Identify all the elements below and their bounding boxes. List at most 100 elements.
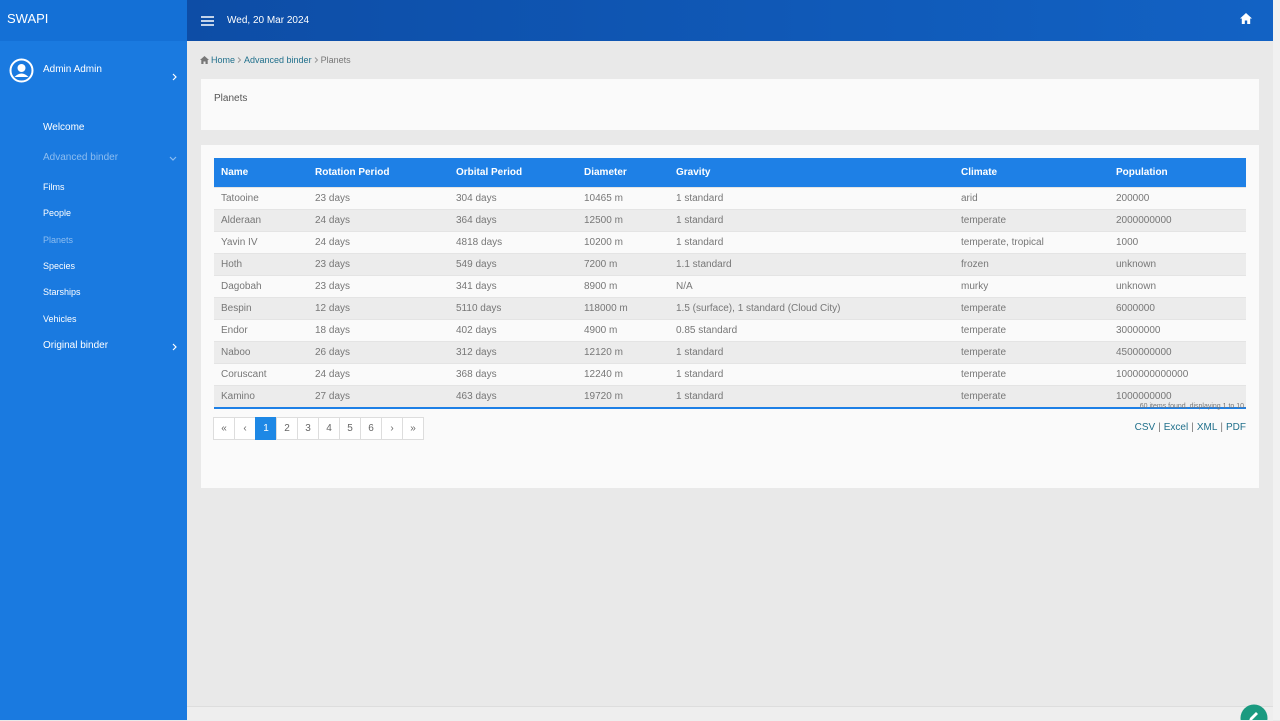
column-header[interactable]: Climate (954, 158, 1109, 188)
table-cell: 1000 (1109, 231, 1246, 254)
table-cell: 341 days (449, 275, 577, 298)
submenu-item[interactable]: Starships (43, 287, 81, 297)
table-cell: 30000000 (1109, 319, 1246, 342)
table-cell: 24 days (308, 231, 449, 254)
table-cell: 6000000 (1109, 297, 1246, 320)
table-cell: 1 standard (669, 209, 954, 232)
table-cell: 4900 m (577, 319, 669, 342)
table-row: Bespin 12 days 5110 days 118000 m 1.5 (surfa… (214, 297, 1246, 320)
breadcrumb-current: Planets (320, 55, 351, 65)
table-cell: 7200 m (577, 253, 669, 276)
export-separator: | (1191, 422, 1194, 433)
export-link[interactable]: CSV (1134, 422, 1156, 433)
column-header[interactable]: Gravity (669, 158, 954, 188)
table-row: Hoth 23 days 549 days 7200 m 1.1 standard fro… (214, 253, 1246, 276)
table-cell: 18 days (308, 319, 449, 342)
table-cell: 4818 days (449, 231, 577, 254)
column-header[interactable]: Rotation Period (308, 158, 449, 188)
table-cell: Coruscant (214, 363, 308, 386)
scrollbar[interactable] (1273, 0, 1280, 720)
table-cell: frozen (954, 253, 1109, 276)
chevron (172, 343, 177, 351)
separator (237, 57, 242, 63)
planets-table: Name Rotation Period Orbital Period Diamete… (214, 158, 1246, 409)
table-cell: Naboo (214, 341, 308, 364)
table-cell: 364 days (449, 209, 577, 232)
page-number[interactable]: 6 (360, 417, 382, 440)
table-cell: 24 days (308, 209, 449, 232)
table-cell: 368 days (449, 363, 577, 386)
table-cell: temperate (954, 363, 1109, 386)
page-number[interactable]: 2 (276, 417, 298, 440)
table-cell: Bespin (214, 297, 308, 320)
table-cell: 19720 m (577, 385, 669, 409)
column-header[interactable]: Population (1109, 158, 1246, 188)
submenu-item[interactable]: People (43, 208, 72, 218)
table-cell: 1 standard (669, 385, 954, 409)
chevron (172, 73, 177, 81)
table-cell: 463 days (449, 385, 577, 409)
column-header[interactable]: Name (214, 158, 308, 188)
table-cell: temperate (954, 209, 1109, 232)
table-cell: 12240 m (577, 363, 669, 386)
table-cell: Alderaan (214, 209, 308, 232)
table-cell: Dagobah (214, 275, 308, 298)
panel-title: Planets (214, 93, 248, 104)
home-button[interactable] (1240, 13, 1252, 24)
brand[interactable]: SWAPI (0, 0, 187, 41)
page-number[interactable]: 4 (318, 417, 340, 440)
chevron (169, 156, 177, 161)
table-cell: 1 standard (669, 341, 954, 364)
page-next[interactable]: › (381, 417, 403, 440)
submenu-item[interactable]: Films (43, 182, 65, 192)
edit-button[interactable] (1240, 704, 1268, 720)
table-cell: 27 days (308, 385, 449, 409)
table-cell: 1000000000 (1109, 385, 1246, 409)
page-number[interactable]: 5 (339, 417, 361, 440)
user-avatar (9, 58, 34, 83)
export-links: CSV | Excel | XML | PDF (1135, 422, 1246, 433)
export-link[interactable]: XML (1196, 422, 1218, 433)
table-cell: 23 days (308, 253, 449, 276)
table-cell: 1.1 standard (669, 253, 954, 276)
table-cell: 549 days (449, 253, 577, 276)
breadcrumb-link[interactable]: Advanced binder (244, 55, 312, 65)
table-cell: temperate (954, 319, 1109, 342)
export-link[interactable]: PDF (1226, 422, 1246, 433)
submenu-item[interactable]: Vehicles (43, 314, 77, 324)
table-cell: 10200 m (577, 231, 669, 254)
breadcrumb-link[interactable]: Home (211, 55, 236, 65)
submenu-item[interactable]: Species (43, 261, 76, 271)
page-last[interactable]: » (402, 417, 424, 440)
table-cell: 8900 m (577, 275, 669, 298)
page-prev[interactable]: ‹ (234, 417, 256, 440)
menu-item[interactable]: Advanced binder (43, 152, 119, 163)
submenu-item[interactable]: Planets (43, 235, 74, 245)
user-name[interactable]: Admin Admin (43, 64, 102, 75)
table-cell: 304 days (449, 187, 577, 210)
menu-item[interactable]: Original binder (43, 340, 109, 351)
page-number[interactable]: 1 (255, 417, 277, 440)
title-card: Planets (201, 79, 1259, 130)
column-header[interactable]: Orbital Period (449, 158, 577, 188)
menu-toggle[interactable] (201, 15, 215, 27)
footer (187, 706, 1273, 721)
table-cell: 1.5 (surface), 1 standard (Cloud City) (669, 297, 954, 320)
sidebar: SWAPI Admin Admin Welcome Advanced binde… (0, 0, 187, 720)
menu-item[interactable]: Welcome (43, 122, 85, 133)
column-header[interactable]: Diameter (577, 158, 669, 188)
table-cell: 23 days (308, 275, 449, 298)
page-number[interactable]: 3 (297, 417, 319, 440)
page-first[interactable]: « (213, 417, 235, 440)
export-link[interactable]: Excel (1163, 422, 1189, 433)
table-cell: 402 days (449, 319, 577, 342)
separator (314, 57, 318, 63)
table-cell: 23 days (308, 187, 449, 210)
table-cell: temperate (954, 297, 1109, 320)
